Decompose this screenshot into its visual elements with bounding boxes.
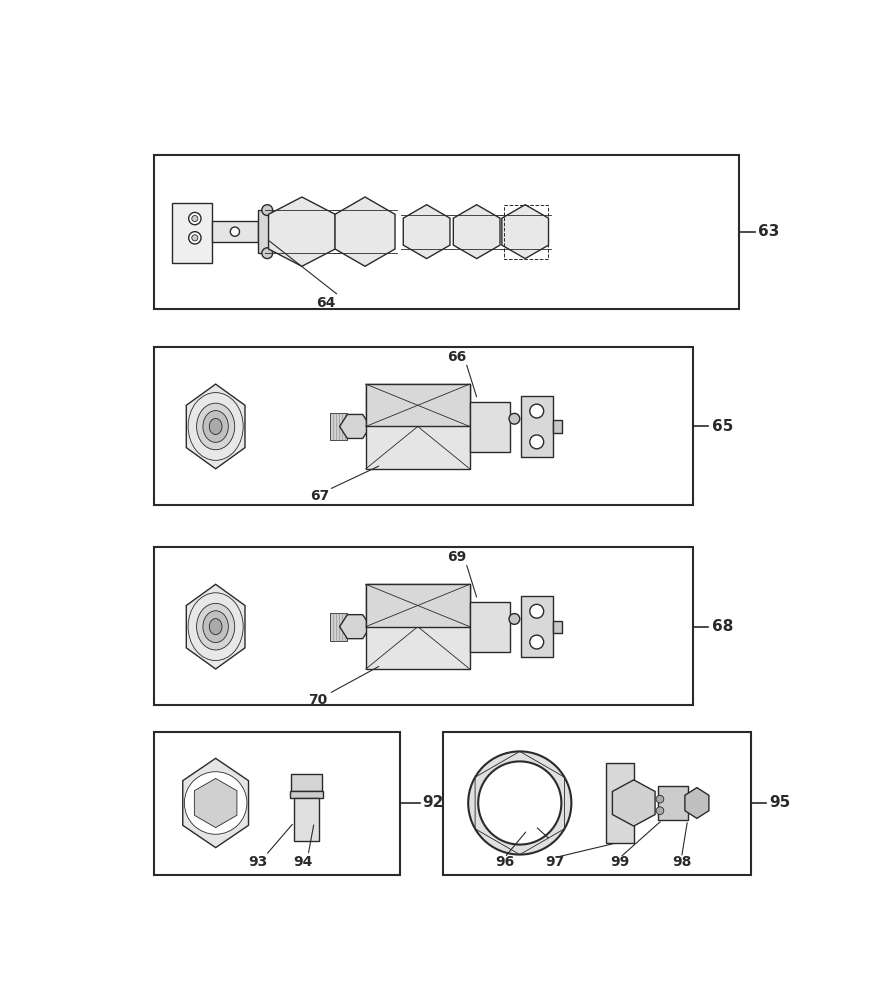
Text: 96: 96 — [495, 855, 514, 869]
Text: 65: 65 — [711, 419, 733, 434]
Circle shape — [192, 235, 198, 241]
Circle shape — [468, 751, 571, 855]
Bar — [154, 155, 739, 309]
Text: 68: 68 — [711, 619, 733, 634]
Circle shape — [530, 435, 544, 449]
Text: 67: 67 — [310, 489, 329, 503]
Polygon shape — [340, 615, 371, 639]
Bar — [330, 613, 347, 641]
Bar — [504, 205, 548, 259]
Bar — [470, 402, 510, 452]
Bar — [294, 798, 319, 841]
Polygon shape — [403, 205, 450, 259]
Bar — [520, 596, 553, 657]
Bar — [291, 774, 321, 791]
Polygon shape — [187, 584, 245, 669]
Bar — [258, 210, 269, 253]
Bar — [366, 584, 470, 669]
Polygon shape — [187, 384, 245, 469]
Bar — [520, 396, 553, 457]
Bar — [154, 547, 693, 705]
Circle shape — [656, 807, 664, 815]
Bar — [290, 791, 323, 798]
Text: 94: 94 — [293, 855, 313, 869]
Text: 64: 64 — [316, 296, 336, 310]
Circle shape — [192, 215, 198, 222]
Ellipse shape — [203, 611, 229, 643]
Polygon shape — [685, 788, 709, 818]
Ellipse shape — [196, 403, 235, 450]
Text: 92: 92 — [422, 795, 443, 810]
Bar — [366, 584, 470, 627]
Circle shape — [509, 413, 519, 424]
Polygon shape — [454, 205, 500, 259]
Text: 63: 63 — [758, 224, 779, 239]
Circle shape — [530, 604, 544, 618]
Bar — [553, 420, 562, 433]
Text: 70: 70 — [308, 693, 328, 707]
Text: 66: 66 — [447, 350, 466, 364]
Bar — [366, 384, 470, 426]
Text: 97: 97 — [545, 855, 564, 869]
Text: 69: 69 — [447, 550, 466, 564]
Ellipse shape — [209, 619, 222, 635]
Circle shape — [509, 614, 519, 624]
Bar — [172, 203, 212, 263]
Circle shape — [184, 772, 247, 834]
Bar — [154, 347, 693, 505]
Bar — [659, 786, 688, 820]
Polygon shape — [502, 205, 548, 259]
Bar — [606, 763, 633, 843]
Bar — [330, 413, 347, 440]
Text: 98: 98 — [672, 855, 691, 869]
Circle shape — [188, 232, 201, 244]
Text: 95: 95 — [769, 795, 790, 810]
Polygon shape — [194, 778, 237, 828]
Bar — [470, 602, 510, 652]
Circle shape — [188, 212, 201, 225]
Circle shape — [530, 635, 544, 649]
Bar — [154, 732, 400, 875]
Circle shape — [478, 761, 562, 845]
Circle shape — [262, 248, 272, 259]
Bar — [212, 221, 258, 242]
Polygon shape — [612, 780, 655, 826]
Polygon shape — [340, 414, 371, 438]
Ellipse shape — [203, 411, 229, 442]
Polygon shape — [269, 197, 336, 266]
Bar — [553, 620, 562, 633]
Bar — [442, 732, 751, 875]
Text: 99: 99 — [611, 855, 630, 869]
Circle shape — [530, 404, 544, 418]
Circle shape — [656, 795, 664, 803]
Text: 93: 93 — [249, 855, 267, 869]
Polygon shape — [183, 758, 249, 848]
Ellipse shape — [209, 418, 222, 435]
Circle shape — [230, 227, 239, 236]
Ellipse shape — [196, 603, 235, 650]
Polygon shape — [335, 197, 395, 266]
Bar — [366, 384, 470, 469]
Circle shape — [262, 205, 272, 215]
